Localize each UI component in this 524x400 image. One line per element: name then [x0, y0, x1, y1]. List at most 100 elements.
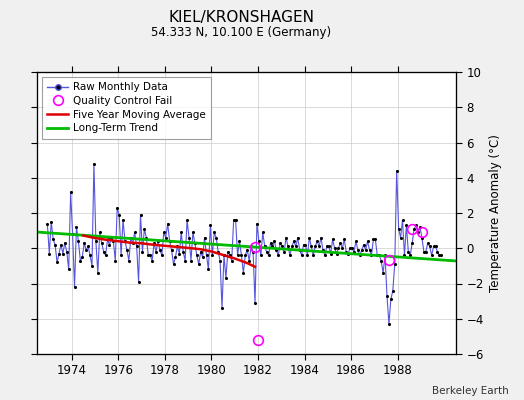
Point [55, 250, 63, 257]
Point [69, 231, 77, 237]
Point [196, 248, 205, 255]
Point [237, 252, 246, 258]
Point [161, 234, 170, 241]
Text: 54.333 N, 10.100 E (Germany): 54.333 N, 10.100 E (Germany) [151, 26, 331, 39]
Point [235, 238, 244, 244]
Point [299, 242, 308, 248]
Point [255, 238, 263, 244]
Point [258, 229, 267, 236]
Point [152, 248, 160, 255]
Point [59, 250, 67, 257]
Point [111, 257, 119, 264]
Point [282, 234, 290, 241]
Point [309, 252, 318, 258]
Point [284, 243, 292, 250]
Point [390, 261, 399, 267]
Point [82, 247, 90, 253]
Point [402, 222, 411, 228]
Point [313, 238, 321, 244]
Point [431, 243, 440, 250]
Point [121, 238, 129, 244]
Point [303, 252, 312, 258]
Point [200, 234, 209, 241]
Point [350, 248, 358, 255]
Point [346, 245, 354, 252]
Point [199, 254, 207, 260]
Point [418, 234, 426, 241]
Point [144, 252, 152, 258]
Point [230, 217, 238, 223]
Point [323, 243, 331, 250]
Point [414, 229, 422, 236]
Point [406, 252, 414, 258]
Text: KIEL/KRONSHAGEN: KIEL/KRONSHAGEN [168, 10, 314, 25]
Point [100, 248, 108, 255]
Point [150, 240, 158, 246]
Point [326, 250, 335, 257]
Point [97, 240, 106, 246]
Point [160, 229, 168, 236]
Point [357, 247, 366, 253]
Point [136, 212, 145, 218]
Point [268, 243, 277, 250]
Point [113, 204, 122, 211]
Point [373, 252, 381, 258]
Point [84, 243, 92, 250]
Point [367, 252, 376, 258]
Point [348, 245, 356, 252]
Text: Berkeley Earth: Berkeley Earth [432, 386, 508, 396]
Point [169, 261, 178, 267]
Point [233, 252, 242, 258]
Point [362, 247, 370, 253]
Point [130, 229, 139, 236]
Point [296, 247, 304, 253]
Point [117, 252, 125, 258]
Point [359, 242, 368, 248]
Point [332, 250, 341, 257]
Point [128, 240, 137, 246]
Point [412, 222, 420, 228]
Point [51, 242, 59, 248]
Point [249, 248, 257, 255]
Point [208, 252, 216, 258]
Point [298, 252, 306, 258]
Point [396, 234, 405, 241]
Point [338, 245, 346, 252]
Point [189, 229, 197, 236]
Point [257, 252, 265, 258]
Point [74, 238, 83, 244]
Point [387, 296, 395, 302]
Point [377, 257, 385, 264]
Point [307, 243, 315, 250]
Point [64, 266, 73, 273]
Point [334, 245, 343, 252]
Point [354, 247, 362, 253]
Legend: Raw Monthly Data, Quality Control Fail, Five Year Moving Average, Long-Term Tren: Raw Monthly Data, Quality Control Fail, … [42, 77, 211, 138]
Point [179, 248, 188, 255]
Point [276, 240, 285, 246]
Point [175, 250, 183, 257]
Point [107, 234, 116, 241]
Point [148, 257, 156, 264]
Y-axis label: Temperature Anomaly (°C): Temperature Anomaly (°C) [489, 134, 502, 292]
Point [241, 252, 249, 258]
Point [101, 252, 110, 258]
Point [383, 293, 391, 299]
Point [92, 238, 100, 244]
Point [206, 222, 214, 228]
Point [311, 243, 319, 250]
Point [395, 226, 403, 232]
Point [324, 243, 333, 250]
Point [319, 247, 327, 253]
Point [109, 238, 117, 244]
Point [263, 248, 271, 255]
Point [140, 226, 149, 232]
Point [216, 257, 224, 264]
Point [94, 270, 102, 276]
Point [274, 252, 282, 258]
Point [331, 245, 339, 252]
Point [340, 236, 348, 243]
Point [53, 259, 61, 266]
Point [290, 238, 298, 244]
Point [133, 243, 141, 250]
